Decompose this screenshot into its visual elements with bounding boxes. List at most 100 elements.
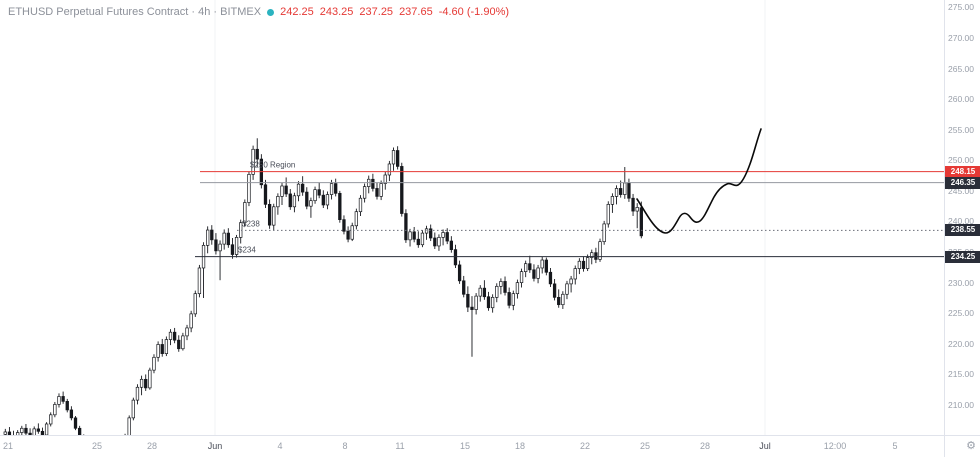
candle-body — [69, 409, 74, 419]
candle-body — [532, 269, 536, 279]
candle-body — [594, 252, 598, 260]
candle-body — [619, 188, 623, 195]
candle-body — [437, 237, 441, 247]
candle-body — [288, 193, 292, 208]
gear-icon[interactable]: ⚙ — [966, 440, 976, 452]
candle-body — [218, 243, 222, 252]
candle-body — [466, 293, 470, 308]
candle-body — [429, 228, 433, 239]
candle-body — [164, 339, 169, 354]
candle-body — [148, 369, 152, 389]
candle-body — [189, 313, 193, 329]
candle-body — [305, 191, 309, 207]
candle-body — [127, 417, 131, 435]
candle-body — [255, 148, 259, 160]
ohlc-low: 237.25 — [359, 6, 394, 18]
candle-body — [350, 225, 354, 240]
projection-curve[interactable] — [636, 128, 762, 234]
price-axis-label: 275.00 — [948, 2, 974, 13]
candle-body — [65, 401, 69, 411]
time-axis-label: 22 — [579, 441, 591, 451]
candle-body — [168, 331, 173, 340]
axis-corner: ⚙ — [944, 435, 980, 457]
candle-body — [552, 283, 557, 298]
candle-body — [503, 281, 507, 293]
candle-body — [267, 203, 272, 226]
candle-body — [230, 244, 235, 255]
candle-body — [424, 228, 429, 234]
candle-body — [635, 207, 639, 212]
candle-body — [573, 268, 577, 280]
candle-body — [317, 189, 321, 196]
candle-body — [210, 229, 214, 241]
candle-body — [32, 428, 36, 435]
candle-body — [577, 260, 582, 269]
candle-body — [400, 166, 404, 214]
candle-body — [490, 296, 495, 309]
candle-body — [561, 293, 565, 306]
candlestick-chart[interactable]: $250 Region $238 $234 — [0, 0, 944, 435]
candle-body — [445, 232, 449, 242]
price-axis-label: 210.00 — [948, 400, 974, 411]
candle-body — [73, 417, 78, 429]
candle-body — [280, 185, 284, 197]
candle-body — [544, 259, 548, 273]
candle-body — [251, 148, 255, 175]
candle-body — [548, 271, 553, 285]
candle-body — [474, 295, 478, 310]
candle-body — [408, 231, 412, 241]
time-axis[interactable]: 21 25 28 Jun 4 8 11 15 18 22 25 28 Jul 12:00 5 — [0, 435, 944, 457]
price-axis-label: 225.00 — [948, 308, 974, 319]
candle-body — [193, 293, 197, 315]
candle-body — [420, 232, 425, 246]
candle-body — [482, 287, 487, 298]
candle-body — [396, 150, 400, 167]
candle-body — [507, 292, 511, 306]
price-axis-label: 250.00 — [948, 155, 974, 166]
price-axis-label: 220.00 — [948, 338, 974, 349]
candle-body — [160, 344, 164, 354]
candle-body — [276, 196, 280, 208]
candle-body — [387, 163, 392, 176]
candle-body — [383, 174, 387, 184]
candle-body — [457, 264, 462, 282]
candle-body — [478, 287, 482, 297]
time-axis-label: 18 — [514, 441, 526, 451]
change-value: -4.60 (-1.90%) — [438, 6, 510, 18]
candle-body — [338, 192, 342, 220]
candle-body — [325, 194, 330, 206]
candle-body — [263, 184, 268, 205]
time-axis-label: 25 — [91, 441, 103, 451]
candle-body — [20, 427, 24, 433]
candle-body — [391, 150, 396, 165]
candle-body — [557, 296, 561, 306]
candle-body — [449, 240, 453, 250]
symbol-title[interactable]: ETHUSD Perpetual Futures Contract · 4h ·… — [8, 6, 262, 18]
candle-body — [181, 335, 185, 350]
time-axis-label: 12:00 — [823, 441, 847, 451]
candle-body — [139, 378, 144, 388]
levels-layer: $250 Region $238 $234 — [195, 161, 944, 258]
candle-body — [342, 219, 346, 232]
price-tag: 248.15 — [945, 165, 980, 178]
candle-body — [581, 260, 586, 269]
chart-legend: ETHUSD Perpetual Futures Contract · 4h ·… — [8, 6, 509, 18]
candle-body — [519, 271, 524, 284]
candle-body — [49, 414, 53, 425]
price-tag: 246.35 — [945, 176, 980, 189]
candle-body — [185, 327, 189, 337]
price-chart-canvas[interactable]: $250 Region $238 $234 ETHUSD Perpetual Fut… — [0, 0, 944, 435]
candle-body — [412, 231, 416, 240]
candle-body — [375, 188, 379, 197]
candle-body — [602, 223, 606, 243]
candle-body — [416, 238, 420, 246]
candle-body — [569, 278, 573, 285]
candle-body — [462, 280, 466, 295]
candle-body — [379, 183, 383, 197]
candle-body — [77, 427, 82, 435]
candle-body — [135, 386, 140, 401]
candle-body — [334, 183, 338, 194]
candle-body — [606, 203, 610, 225]
price-axis[interactable]: 275.00 270.00 265.00 260.00 255.00 250.00 245.… — [944, 0, 980, 435]
